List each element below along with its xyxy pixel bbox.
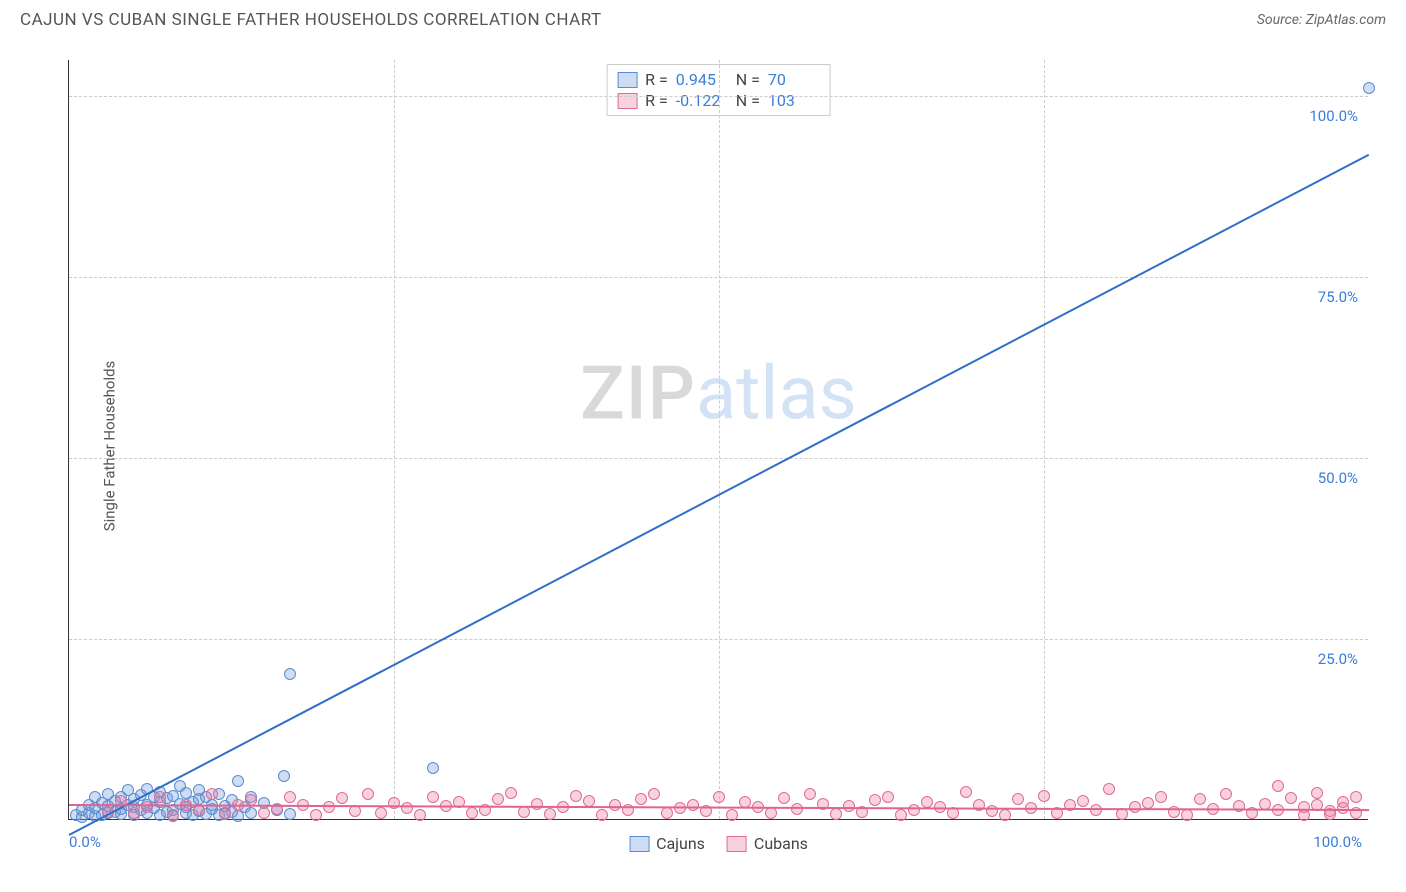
scatter-point xyxy=(258,807,270,819)
scatter-point xyxy=(1350,791,1362,803)
scatter-point xyxy=(1012,793,1024,805)
source-attribution: Source: ZipAtlas.com xyxy=(1257,12,1386,28)
scatter-point xyxy=(882,791,894,803)
chart-header: CAJUN VS CUBAN SINGLE FATHER HOUSEHOLDS … xyxy=(0,0,1406,36)
bottom-legend: Cajuns Cubans xyxy=(629,834,808,853)
legend-label-cajuns: Cajuns xyxy=(656,834,705,853)
scatter-point xyxy=(531,798,543,810)
scatter-point xyxy=(570,790,582,802)
grid-line-v xyxy=(1044,60,1045,819)
stat-n-cubans: 103 xyxy=(768,91,820,110)
legend-label-cubans: Cubans xyxy=(754,834,808,853)
scatter-point xyxy=(466,807,478,819)
scatter-point xyxy=(336,792,348,804)
scatter-point xyxy=(791,803,803,815)
watermark-part1: ZIP xyxy=(580,350,696,437)
legend-item-cajuns: Cajuns xyxy=(629,834,705,853)
scatter-point xyxy=(1363,82,1375,94)
scatter-point xyxy=(648,788,660,800)
scatter-point xyxy=(661,807,673,819)
stat-n-label: N = xyxy=(736,91,760,110)
scatter-point xyxy=(310,809,322,821)
grid-line-v xyxy=(394,60,395,819)
scatter-point xyxy=(1077,795,1089,807)
x-tick-left: 0.0% xyxy=(69,833,101,851)
scatter-point xyxy=(414,809,426,821)
scatter-point xyxy=(895,809,907,821)
scatter-point xyxy=(141,801,153,813)
scatter-point xyxy=(278,770,290,782)
grid-line-v xyxy=(719,60,720,819)
scatter-point xyxy=(1194,793,1206,805)
scatter-point xyxy=(804,788,816,800)
scatter-point xyxy=(1090,804,1102,816)
scatter-point xyxy=(427,791,439,803)
scatter-point xyxy=(505,787,517,799)
scatter-point xyxy=(908,804,920,816)
scatter-point xyxy=(726,809,738,821)
scatter-point xyxy=(1155,791,1167,803)
scatter-point xyxy=(167,809,179,821)
scatter-point xyxy=(1129,801,1141,813)
scatter-point xyxy=(999,809,1011,821)
scatter-point xyxy=(1285,792,1297,804)
y-tick-label: 25.0% xyxy=(1318,650,1358,668)
swatch-cajuns xyxy=(629,836,649,852)
scatter-point xyxy=(1038,790,1050,802)
scatter-point xyxy=(596,809,608,821)
scatter-point xyxy=(245,807,257,819)
scatter-point xyxy=(232,775,244,787)
scatter-point xyxy=(206,788,218,800)
scatter-point xyxy=(713,791,725,803)
x-tick-right: 100.0% xyxy=(1313,833,1362,851)
plot-area: ZIPatlas R = 0.945 N = 70 R = -0.122 N =… xyxy=(68,60,1368,820)
scatter-point xyxy=(687,799,699,811)
stat-n-cajuns: 70 xyxy=(768,70,820,89)
scatter-point xyxy=(492,793,504,805)
scatter-point xyxy=(1220,788,1232,800)
swatch-cubans xyxy=(617,93,637,109)
y-tick-label: 50.0% xyxy=(1318,469,1358,487)
scatter-point xyxy=(375,807,387,819)
stat-n-label: N = xyxy=(736,70,760,89)
scatter-point xyxy=(1298,801,1310,813)
scatter-point xyxy=(284,808,296,820)
stat-r-label: R = xyxy=(645,70,668,89)
scatter-point xyxy=(1103,783,1115,795)
stat-r-label: R = xyxy=(645,91,668,110)
scatter-point xyxy=(778,792,790,804)
scatter-point xyxy=(284,791,296,803)
scatter-point xyxy=(128,807,140,819)
scatter-point xyxy=(154,791,166,803)
scatter-point xyxy=(921,796,933,808)
scatter-point xyxy=(427,762,439,774)
scatter-point xyxy=(1272,780,1284,792)
scatter-point xyxy=(219,808,231,820)
swatch-cajuns xyxy=(617,72,637,88)
chart-container: Single Father Households ZIPatlas R = 0.… xyxy=(20,46,1386,846)
swatch-cubans xyxy=(727,836,747,852)
scatter-point xyxy=(284,668,296,680)
scatter-point xyxy=(635,793,647,805)
chart-title: CAJUN VS CUBAN SINGLE FATHER HOUSEHOLDS … xyxy=(20,10,602,30)
y-tick-label: 75.0% xyxy=(1318,288,1358,306)
scatter-point xyxy=(1181,809,1193,821)
scatter-point xyxy=(544,808,556,820)
y-tick-label: 100.0% xyxy=(1309,107,1358,125)
scatter-point xyxy=(401,802,413,814)
scatter-point xyxy=(1311,787,1323,799)
scatter-point xyxy=(830,808,842,820)
scatter-point xyxy=(960,786,972,798)
scatter-point xyxy=(362,788,374,800)
scatter-point xyxy=(843,800,855,812)
scatter-point xyxy=(869,794,881,806)
watermark-part2: atlas xyxy=(696,350,857,437)
legend-item-cubans: Cubans xyxy=(727,834,808,853)
